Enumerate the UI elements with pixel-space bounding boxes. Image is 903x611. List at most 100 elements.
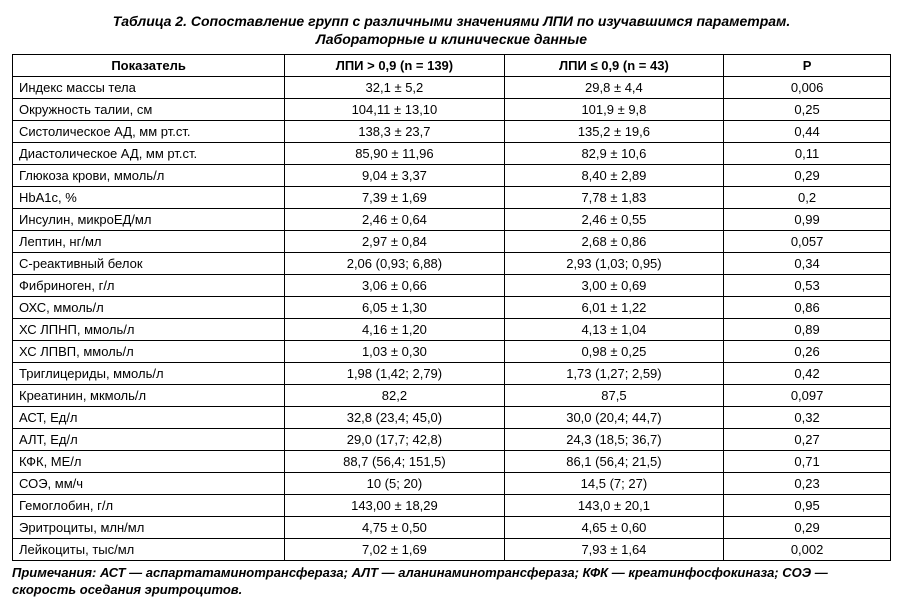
cell-col1: 2,97 ± 0,84: [285, 231, 505, 253]
table-row: АСТ, Ед/л32,8 (23,4; 45,0)30,0 (20,4; 44…: [13, 407, 891, 429]
cell-col3: 0,23: [724, 473, 891, 495]
cell-param: Триглицериды, ммоль/л: [13, 363, 285, 385]
table-row: Гемоглобин, г/л143,00 ± 18,29143,0 ± 20,…: [13, 495, 891, 517]
cell-col1: 32,8 (23,4; 45,0): [285, 407, 505, 429]
cell-col1: 104,11 ± 13,10: [285, 99, 505, 121]
cell-col2: 2,46 ± 0,55: [504, 209, 724, 231]
cell-col2: 8,40 ± 2,89: [504, 165, 724, 187]
cell-col2: 7,93 ± 1,64: [504, 539, 724, 561]
cell-col3: 0,29: [724, 517, 891, 539]
header-col2: ЛПИ ≤ 0,9 (n = 43): [504, 55, 724, 77]
cell-param: Инсулин, микроЕД/мл: [13, 209, 285, 231]
cell-col3: 0,32: [724, 407, 891, 429]
cell-col3: 0,99: [724, 209, 891, 231]
cell-param: СОЭ, мм/ч: [13, 473, 285, 495]
cell-col3: 0,89: [724, 319, 891, 341]
cell-param: ХС ЛПНП, ммоль/л: [13, 319, 285, 341]
table-row: АЛТ, Ед/л29,0 (17,7; 42,8)24,3 (18,5; 36…: [13, 429, 891, 451]
table-row: Эритроциты, млн/мл4,75 ± 0,504,65 ± 0,60…: [13, 517, 891, 539]
cell-col1: 138,3 ± 23,7: [285, 121, 505, 143]
cell-col1: 143,00 ± 18,29: [285, 495, 505, 517]
cell-col2: 24,3 (18,5; 36,7): [504, 429, 724, 451]
cell-col2: 30,0 (20,4; 44,7): [504, 407, 724, 429]
cell-col2: 29,8 ± 4,4: [504, 77, 724, 99]
cell-col1: 7,02 ± 1,69: [285, 539, 505, 561]
cell-col3: 0,42: [724, 363, 891, 385]
cell-col1: 9,04 ± 3,37: [285, 165, 505, 187]
table-row: Окружность талии, см104,11 ± 13,10101,9 …: [13, 99, 891, 121]
table-row: ОХС, ммоль/л6,05 ± 1,306,01 ± 1,220,86: [13, 297, 891, 319]
cell-col2: 86,1 (56,4; 21,5): [504, 451, 724, 473]
cell-col3: 0,006: [724, 77, 891, 99]
cell-param: HbA1c, %: [13, 187, 285, 209]
header-row: Показатель ЛПИ > 0,9 (n = 139) ЛПИ ≤ 0,9…: [13, 55, 891, 77]
cell-col3: 0,057: [724, 231, 891, 253]
table-row: Триглицериды, ммоль/л1,98 (1,42; 2,79)1,…: [13, 363, 891, 385]
cell-col1: 4,16 ± 1,20: [285, 319, 505, 341]
cell-param: Фибриноген, г/л: [13, 275, 285, 297]
cell-col2: 101,9 ± 9,8: [504, 99, 724, 121]
table-row: Лептин, нг/мл2,97 ± 0,842,68 ± 0,860,057: [13, 231, 891, 253]
cell-col1: 2,06 (0,93; 6,88): [285, 253, 505, 275]
cell-col2: 2,68 ± 0,86: [504, 231, 724, 253]
cell-col3: 0,11: [724, 143, 891, 165]
cell-col3: 0,71: [724, 451, 891, 473]
cell-col2: 0,98 ± 0,25: [504, 341, 724, 363]
table-row: Индекс массы тела32,1 ± 5,229,8 ± 4,40,0…: [13, 77, 891, 99]
cell-col2: 6,01 ± 1,22: [504, 297, 724, 319]
cell-param: Креатинин, мкмоль/л: [13, 385, 285, 407]
cell-col1: 85,90 ± 11,96: [285, 143, 505, 165]
cell-col1: 3,06 ± 0,66: [285, 275, 505, 297]
cell-col2: 87,5: [504, 385, 724, 407]
cell-param: С-реактивный белок: [13, 253, 285, 275]
cell-col3: 0,097: [724, 385, 891, 407]
table-row: КФК, МЕ/л88,7 (56,4; 151,5)86,1 (56,4; 2…: [13, 451, 891, 473]
cell-col2: 7,78 ± 1,83: [504, 187, 724, 209]
cell-col2: 82,9 ± 10,6: [504, 143, 724, 165]
table-row: С-реактивный белок2,06 (0,93; 6,88)2,93 …: [13, 253, 891, 275]
header-col3: P: [724, 55, 891, 77]
table-row: Диастолическое АД, мм рт.ст.85,90 ± 11,9…: [13, 143, 891, 165]
cell-col3: 0,29: [724, 165, 891, 187]
table-row: Лейкоциты, тыс/мл7,02 ± 1,697,93 ± 1,640…: [13, 539, 891, 561]
header-param: Показатель: [13, 55, 285, 77]
table-row: Фибриноген, г/л3,06 ± 0,663,00 ± 0,690,5…: [13, 275, 891, 297]
cell-param: АСТ, Ед/л: [13, 407, 285, 429]
cell-param: Систолическое АД, мм рт.ст.: [13, 121, 285, 143]
cell-col3: 0,27: [724, 429, 891, 451]
cell-col2: 143,0 ± 20,1: [504, 495, 724, 517]
cell-col1: 6,05 ± 1,30: [285, 297, 505, 319]
cell-col1: 32,1 ± 5,2: [285, 77, 505, 99]
cell-col1: 29,0 (17,7; 42,8): [285, 429, 505, 451]
cell-param: Диастолическое АД, мм рт.ст.: [13, 143, 285, 165]
cell-col1: 10 (5; 20): [285, 473, 505, 495]
cell-col3: 0,53: [724, 275, 891, 297]
cell-param: Глюкоза крови, ммоль/л: [13, 165, 285, 187]
cell-col1: 82,2: [285, 385, 505, 407]
cell-param: Индекс массы тела: [13, 77, 285, 99]
table-row: ХС ЛПНП, ммоль/л4,16 ± 1,204,13 ± 1,040,…: [13, 319, 891, 341]
cell-col1: 1,98 (1,42; 2,79): [285, 363, 505, 385]
cell-param: Гемоглобин, г/л: [13, 495, 285, 517]
table-row: ХС ЛПВП, ммоль/л1,03 ± 0,300,98 ± 0,250,…: [13, 341, 891, 363]
cell-col2: 2,93 (1,03; 0,95): [504, 253, 724, 275]
cell-col3: 0,86: [724, 297, 891, 319]
data-table: Показатель ЛПИ > 0,9 (n = 139) ЛПИ ≤ 0,9…: [12, 54, 891, 561]
cell-param: АЛТ, Ед/л: [13, 429, 285, 451]
cell-param: КФК, МЕ/л: [13, 451, 285, 473]
cell-col1: 7,39 ± 1,69: [285, 187, 505, 209]
cell-col1: 88,7 (56,4; 151,5): [285, 451, 505, 473]
table-row: СОЭ, мм/ч10 (5; 20)14,5 (7; 27)0,23: [13, 473, 891, 495]
title-line-2: Лабораторные и клинические данные: [316, 31, 587, 47]
cell-col1: 1,03 ± 0,30: [285, 341, 505, 363]
cell-col2: 14,5 (7; 27): [504, 473, 724, 495]
cell-param: Лептин, нг/мл: [13, 231, 285, 253]
table-row: Инсулин, микроЕД/мл2,46 ± 0,642,46 ± 0,5…: [13, 209, 891, 231]
cell-param: Окружность талии, см: [13, 99, 285, 121]
cell-col3: 0,25: [724, 99, 891, 121]
cell-col3: 0,2: [724, 187, 891, 209]
cell-param: Эритроциты, млн/мл: [13, 517, 285, 539]
cell-col3: 0,44: [724, 121, 891, 143]
cell-col2: 135,2 ± 19,6: [504, 121, 724, 143]
header-col1: ЛПИ > 0,9 (n = 139): [285, 55, 505, 77]
